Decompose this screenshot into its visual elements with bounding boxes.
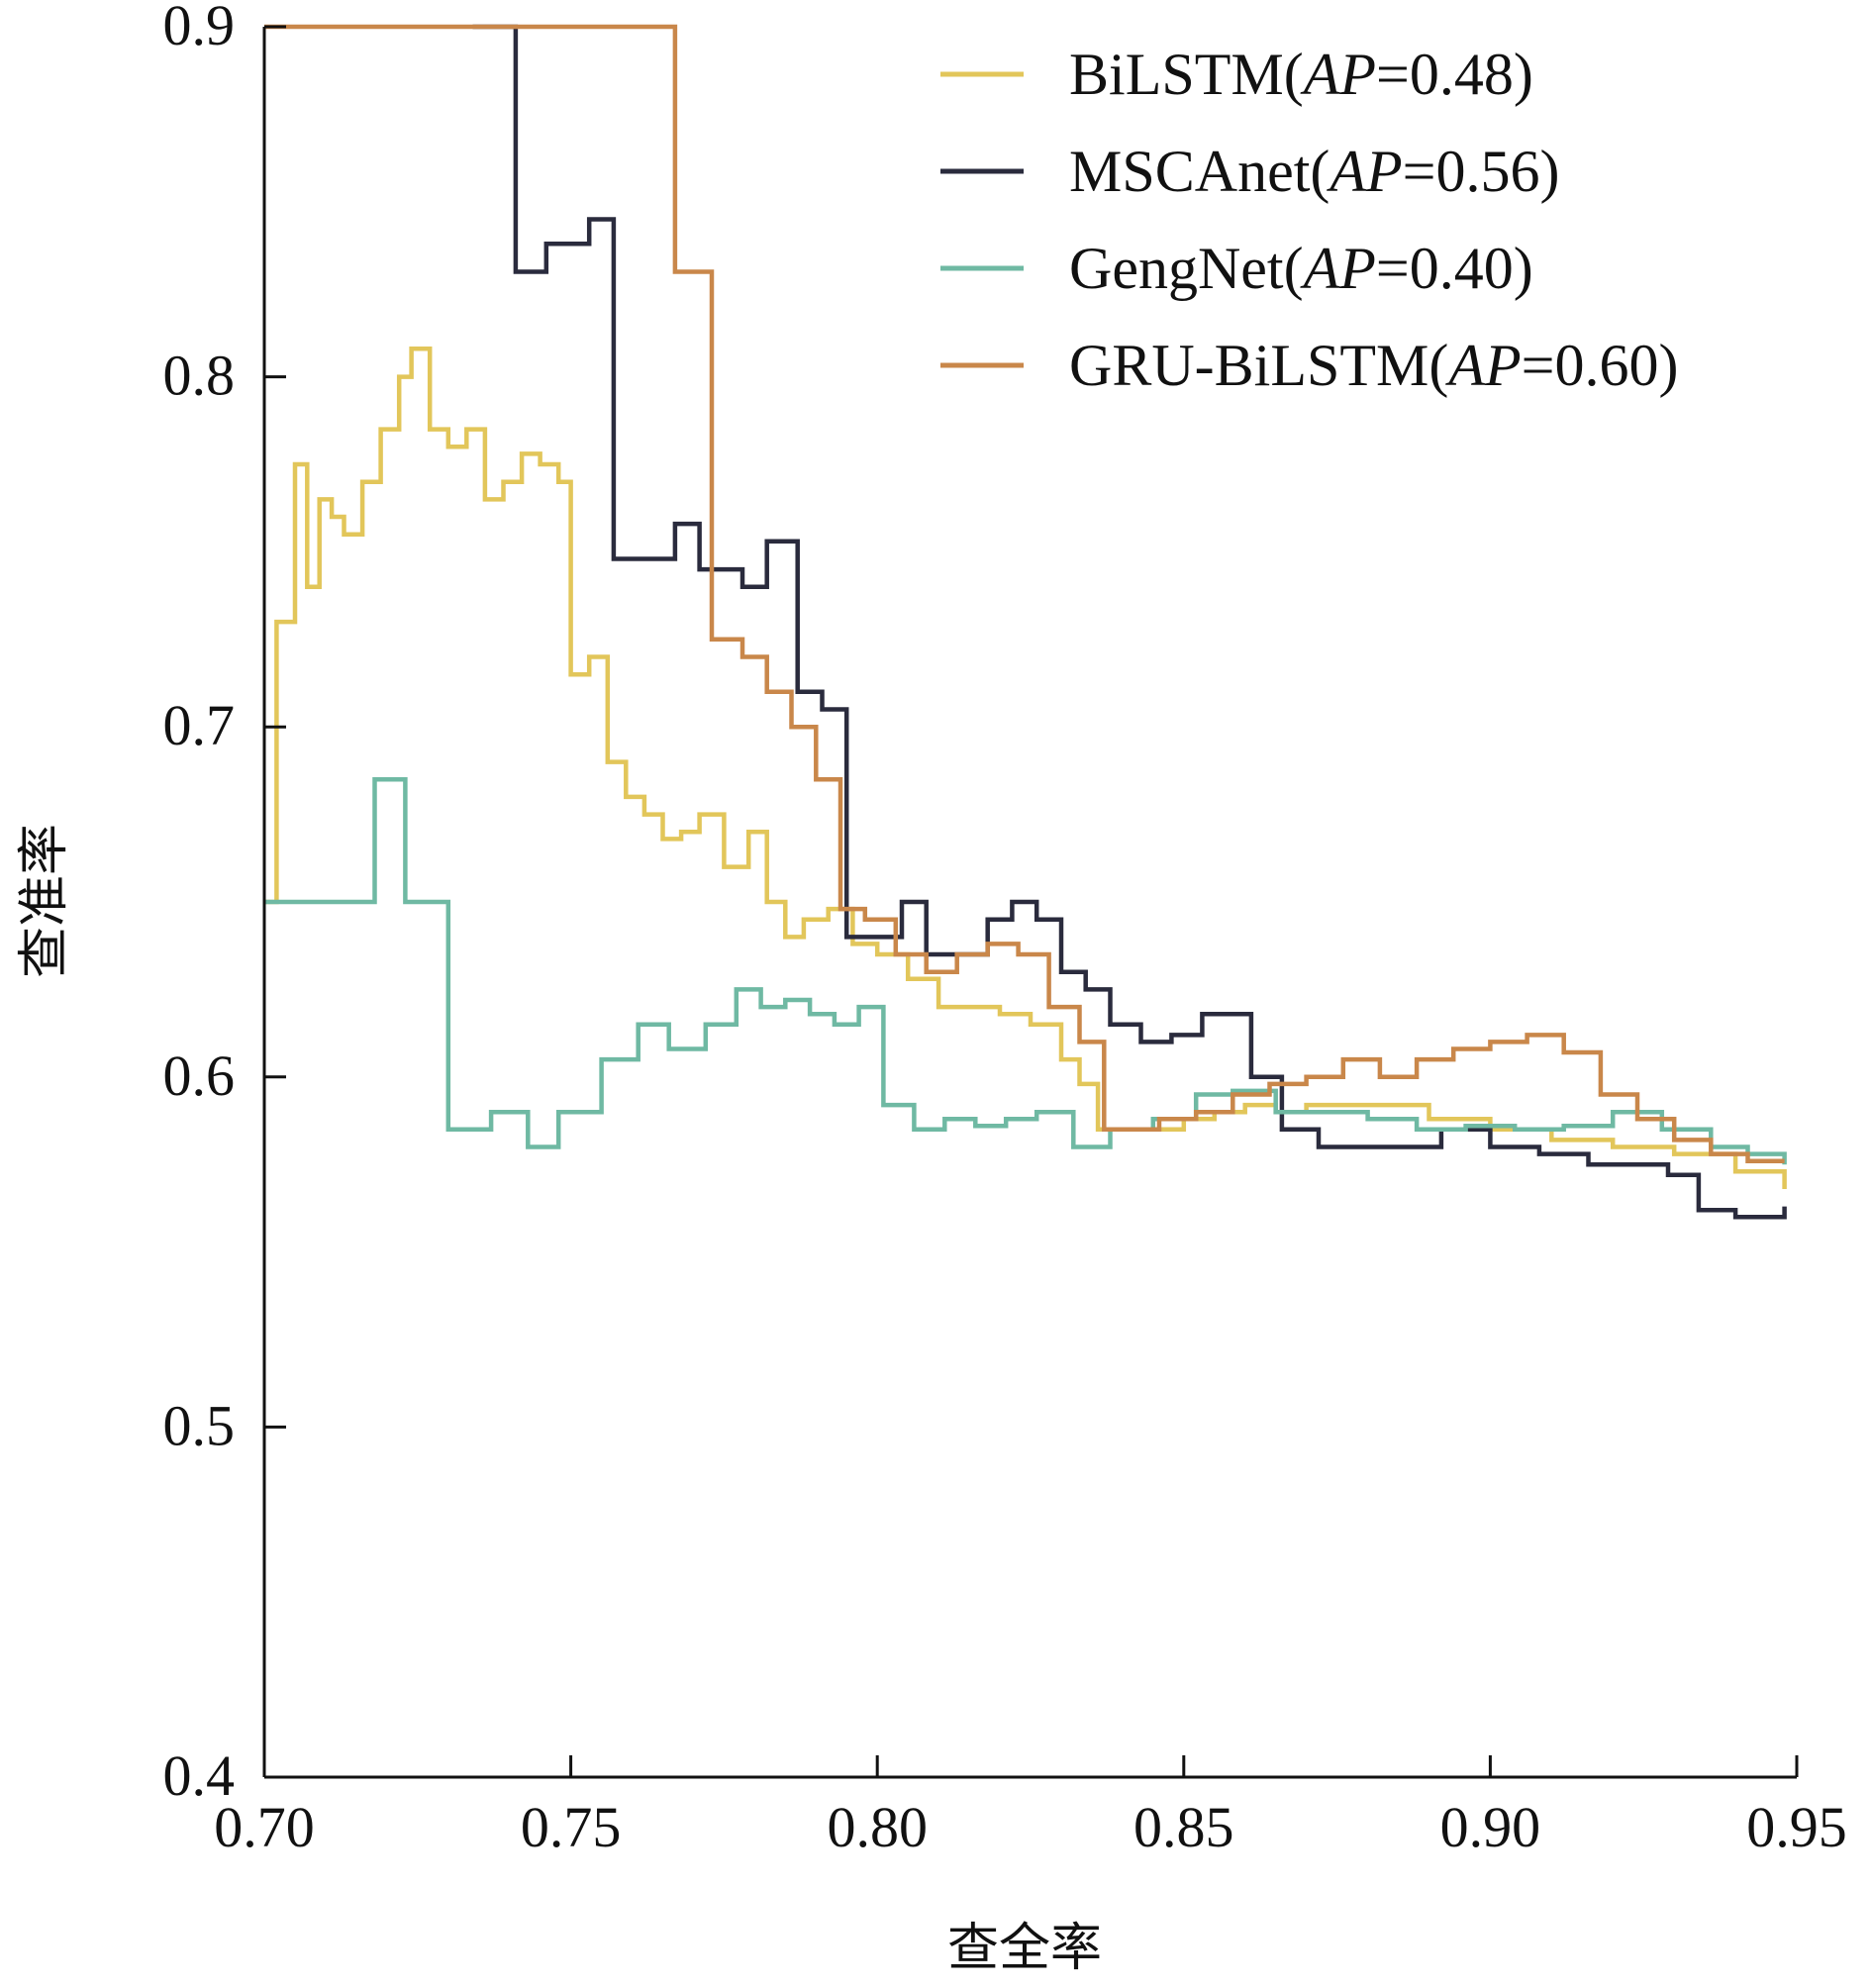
y-tick-label: 0.9 — [163, 0, 236, 57]
axes: 0.70 0.75 0.80 0.85 0.90 0.95 0.4 0.5 0.6 0.7 0.8… — [163, 0, 1847, 1859]
series-line-gru-bilstm — [264, 24, 1785, 1163]
y-ticks: 0.4 0.5 0.6 0.7 0.8 0.9 — [163, 0, 286, 1808]
x-tick-label: 0.80 — [827, 1795, 928, 1859]
series-layer — [264, 24, 1787, 1220]
legend-series-name: BiLSTM — [1069, 42, 1284, 107]
x-tick-label: 0.70 — [214, 1795, 315, 1859]
legend-series-name: MSCAnet — [1069, 139, 1311, 204]
legend-label: GengNet(AP=0.40) — [1069, 236, 1533, 301]
legend-series-name: GRU-BiLSTM — [1069, 333, 1428, 398]
x-tick-label: 0.75 — [521, 1795, 622, 1859]
y-tick-label: 0.8 — [163, 344, 236, 408]
legend-series-name: GengNet — [1069, 236, 1284, 301]
y-axis-title: 查准率 — [15, 824, 74, 978]
x-ticks: 0.70 0.75 0.80 0.85 0.90 0.95 — [214, 1755, 1847, 1859]
legend-label: MSCAnet(AP=0.56) — [1069, 139, 1560, 204]
y-tick-label: 0.6 — [163, 1044, 236, 1108]
legend-label: BiLSTM(AP=0.48) — [1069, 42, 1533, 107]
series-line-mscanet — [472, 24, 1787, 1220]
series-line-bilstm — [264, 347, 1787, 1189]
legend-label: GRU-BiLSTM(AP=0.60) — [1069, 333, 1679, 398]
y-tick-label: 0.4 — [163, 1743, 236, 1808]
x-axis-title: 查全率 — [947, 1919, 1102, 1978]
y-tick-label: 0.5 — [163, 1393, 236, 1457]
y-tick-label: 0.7 — [163, 693, 236, 757]
x-tick-label: 0.90 — [1440, 1795, 1541, 1859]
series-line-gengnet — [264, 776, 1787, 1165]
x-tick-label: 0.95 — [1746, 1795, 1847, 1859]
legend: BiLSTM(AP=0.48) MSCAnet(AP=0.56) GengNet(A… — [940, 42, 1679, 398]
x-tick-label: 0.85 — [1133, 1795, 1234, 1859]
